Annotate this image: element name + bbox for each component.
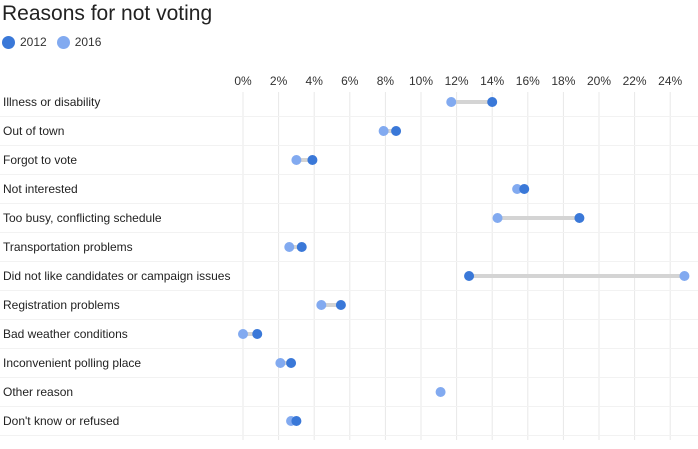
x-tick-label: 4% — [306, 74, 324, 88]
x-tick-label: 8% — [377, 74, 395, 88]
x-tick-label: 2% — [270, 74, 288, 88]
data-point-2016 — [284, 242, 295, 252]
x-tick-label: 10% — [409, 74, 433, 88]
category-label: Other reason — [3, 385, 73, 399]
category-label: Illness or disability — [3, 95, 100, 109]
legend-item-2012[interactable]: 2012 — [2, 35, 47, 49]
legend-label-2012: 2012 — [20, 35, 47, 49]
x-tick-label: 16% — [516, 74, 540, 88]
data-point-2016 — [435, 387, 446, 397]
category-label: Registration problems — [3, 298, 120, 312]
data-point-2016 — [291, 155, 302, 165]
data-point-2016 — [275, 358, 286, 368]
data-point-2016 — [446, 97, 457, 107]
data-point-2016 — [512, 184, 523, 194]
data-point-2016 — [316, 300, 327, 310]
data-point-2012 — [464, 271, 475, 281]
category-label: Inconvenient polling place — [3, 356, 141, 370]
legend-label-2016: 2016 — [74, 35, 102, 49]
x-tick-label: 6% — [341, 74, 359, 88]
data-point-2012 — [487, 97, 498, 107]
data-point-2012 — [391, 126, 402, 136]
x-tick-label: 14% — [480, 74, 504, 88]
legend-item-2016[interactable]: 2016 — [56, 35, 102, 49]
data-point-2012 — [335, 300, 346, 310]
category-label: Transportation problems — [3, 240, 133, 254]
legend-swatch-2016 — [56, 35, 70, 49]
data-point-2012 — [307, 155, 318, 165]
x-tick-label: 22% — [623, 74, 647, 88]
data-point-2016 — [378, 126, 389, 136]
data-point-2012 — [519, 184, 530, 194]
x-tick-label: 20% — [587, 74, 611, 88]
data-point-2016 — [679, 271, 690, 281]
category-label: Forgot to vote — [3, 153, 77, 167]
category-label: Did not like candidates or campaign issu… — [3, 269, 230, 283]
data-point-2012 — [291, 416, 302, 426]
data-point-2016 — [238, 329, 248, 339]
category-label: Bad weather conditions — [3, 327, 128, 341]
x-tick-label: 18% — [551, 74, 575, 88]
x-tick-label: 24% — [658, 74, 682, 88]
data-point-2016 — [492, 213, 503, 223]
chart-legend: 2012 2016 — [2, 35, 111, 49]
x-tick-label: 0% — [234, 74, 252, 88]
category-label: Too busy, conflicting schedule — [3, 211, 162, 225]
x-tick-label: 12% — [445, 74, 469, 88]
data-point-2012 — [574, 213, 585, 223]
legend-swatch-2012 — [2, 35, 15, 49]
category-label: Out of town — [3, 124, 64, 138]
chart-title: Reasons for not voting — [2, 2, 213, 25]
data-point-2012 — [252, 329, 263, 339]
data-point-2012 — [296, 242, 307, 252]
data-point-2012 — [286, 358, 297, 368]
category-label: Not interested — [3, 182, 78, 196]
category-label: Don't know or refused — [3, 414, 119, 428]
